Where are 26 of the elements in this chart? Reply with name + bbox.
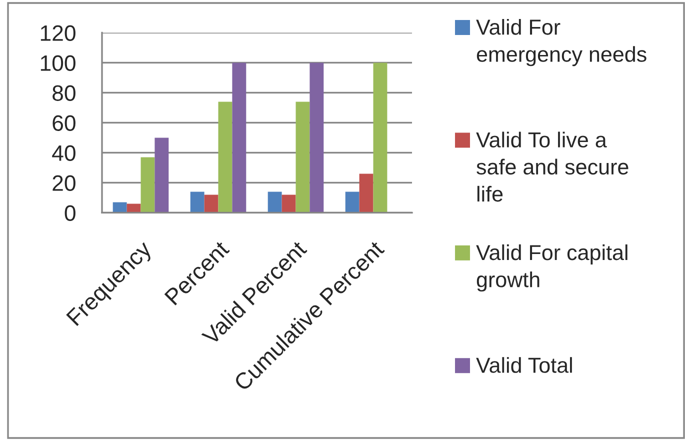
bar — [268, 192, 282, 213]
bar — [232, 62, 246, 213]
bar — [140, 157, 155, 213]
bar — [204, 194, 218, 213]
y-tick-label: 100 — [40, 55, 76, 71]
y-tick-label: 0 — [64, 205, 76, 221]
bar — [282, 194, 296, 213]
bar — [218, 102, 232, 213]
y-tick-label: 60 — [52, 115, 76, 131]
bar — [345, 192, 360, 213]
legend-label: Valid Total — [476, 357, 572, 373]
bar — [112, 202, 127, 213]
bar — [359, 174, 374, 213]
bar — [154, 138, 169, 213]
bar — [126, 204, 141, 213]
bar — [310, 62, 324, 213]
y-tick-label: 40 — [52, 145, 76, 161]
legend-label: Valid To live a safe and secure life — [476, 132, 628, 202]
y-tick-label: 20 — [52, 175, 76, 191]
legend-label: Valid For emergency needs — [476, 19, 646, 66]
bar — [296, 102, 310, 213]
bar — [373, 62, 388, 213]
y-tick-label: 80 — [52, 85, 76, 101]
bar — [190, 192, 204, 213]
legend-label: Valid For capital growth — [476, 244, 628, 292]
y-tick-label: 120 — [40, 25, 76, 41]
